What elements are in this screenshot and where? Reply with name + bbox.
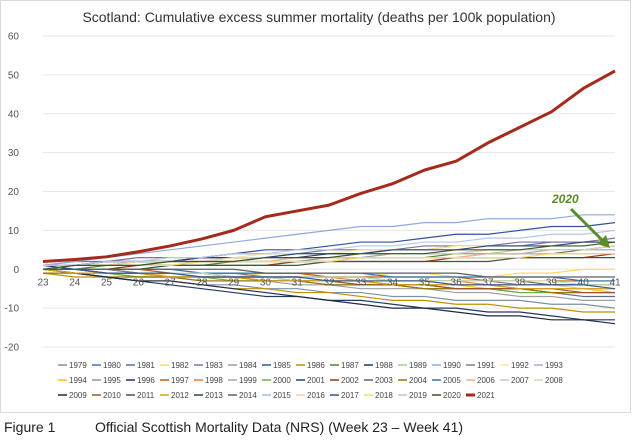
legend-label: 1981 bbox=[137, 361, 155, 370]
y-tick-label: 0 bbox=[13, 265, 19, 276]
y-tick-label: -20 bbox=[5, 343, 20, 354]
legend-label: 1998 bbox=[205, 376, 223, 385]
x-tick-label: 41 bbox=[609, 277, 621, 288]
legend-label: 1992 bbox=[511, 361, 529, 370]
annotation-2020: 2020 bbox=[551, 192, 610, 248]
legend-label: 2018 bbox=[375, 391, 393, 400]
legend-label: 2000 bbox=[273, 376, 291, 385]
x-tick-label: 38 bbox=[514, 277, 526, 288]
x-tick-label: 36 bbox=[451, 277, 463, 288]
legend-label: 1999 bbox=[239, 376, 257, 385]
legend-label: 1990 bbox=[443, 361, 461, 370]
x-axis-ticks: 23 24 25 26 27 28 29 30 31 32 33 34 35 36 37 38 39 40 41 bbox=[37, 277, 621, 288]
y-tick-label: 50 bbox=[8, 70, 20, 81]
legend-label: 1991 bbox=[477, 361, 495, 370]
legend-label: 1980 bbox=[103, 361, 121, 370]
x-tick-label: 35 bbox=[419, 277, 431, 288]
legend-label: 2016 bbox=[307, 391, 325, 400]
x-tick-label: 30 bbox=[260, 277, 272, 288]
x-tick-label: 28 bbox=[196, 277, 208, 288]
x-tick-label: 34 bbox=[387, 277, 399, 288]
figure-label: Figure 1 bbox=[4, 419, 56, 435]
legend-label: 1993 bbox=[545, 361, 563, 370]
legend-label: 2006 bbox=[477, 376, 495, 385]
legend-label: 2008 bbox=[545, 376, 563, 385]
series-line-1990 bbox=[42, 214, 615, 266]
legend-label: 1986 bbox=[307, 361, 325, 370]
legend-label: 1997 bbox=[171, 376, 189, 385]
y-tick-label: 10 bbox=[8, 226, 20, 237]
chart-frame: Scotland: Cumulative excess summer morta… bbox=[0, 0, 631, 413]
legend-label: 1996 bbox=[137, 376, 155, 385]
legend-label: 1985 bbox=[273, 361, 291, 370]
legend-label: 2015 bbox=[273, 391, 291, 400]
x-tick-label: 26 bbox=[133, 277, 145, 288]
legend-label: 2005 bbox=[443, 376, 461, 385]
x-tick-label: 40 bbox=[578, 277, 590, 288]
series-line-2021 bbox=[42, 69, 616, 263]
legend-label: 1995 bbox=[103, 376, 121, 385]
legend-label: 2004 bbox=[409, 376, 427, 385]
y-axis-ticks: -20 -10 0 10 20 30 40 50 60 bbox=[5, 32, 20, 354]
legend-label: 2017 bbox=[341, 391, 359, 400]
legend-label: 2003 bbox=[375, 376, 393, 385]
annotation-label: 2020 bbox=[551, 192, 579, 206]
legend-label: 1988 bbox=[375, 361, 393, 370]
x-tick-label: 33 bbox=[355, 277, 367, 288]
series-line-2009 bbox=[42, 268, 616, 325]
line-chart: Scotland: Cumulative excess summer morta… bbox=[5, 9, 621, 400]
legend: 1979 1980 1981 1982 1983 1984 1985 1986 1987 1988… bbox=[58, 361, 563, 400]
y-tick-label: 30 bbox=[8, 148, 20, 159]
legend-label: 2020 bbox=[443, 391, 461, 400]
legend-label: 2011 bbox=[137, 391, 155, 400]
legend-label: 1982 bbox=[171, 361, 189, 370]
x-tick-label: 23 bbox=[37, 277, 49, 288]
legend-label: 1987 bbox=[341, 361, 359, 370]
x-tick-label: 25 bbox=[101, 277, 113, 288]
x-tick-label: 29 bbox=[228, 277, 240, 288]
figure-caption: Official Scottish Mortality Data (NRS) (… bbox=[95, 419, 464, 435]
x-tick-label: 24 bbox=[69, 277, 81, 288]
legend-label: 2019 bbox=[409, 391, 427, 400]
annotation-arrow-head bbox=[597, 235, 610, 248]
y-tick-label: 60 bbox=[8, 32, 20, 43]
legend-label: 2010 bbox=[103, 391, 121, 400]
series-line-2019 bbox=[43, 229, 616, 266]
series-line-2017 bbox=[43, 268, 616, 290]
legend-label: 2013 bbox=[205, 391, 223, 400]
legend-label: 1989 bbox=[409, 361, 427, 370]
legend-label: 2014 bbox=[239, 391, 257, 400]
x-tick-label: 39 bbox=[546, 277, 558, 288]
legend-label: 2001 bbox=[307, 376, 325, 385]
y-tick-label: 40 bbox=[8, 109, 20, 120]
series-line-2014 bbox=[43, 268, 615, 278]
x-tick-label: 31 bbox=[292, 277, 304, 288]
y-tick-label: 20 bbox=[8, 187, 20, 198]
x-tick-label: 32 bbox=[323, 277, 335, 288]
y-tick-label: -10 bbox=[5, 304, 20, 315]
legend-label: 1984 bbox=[239, 361, 257, 370]
x-tick-label: 37 bbox=[482, 277, 494, 288]
legend-label: 2007 bbox=[511, 376, 529, 385]
series-line-2020 bbox=[42, 241, 616, 270]
legend-label: 2021 bbox=[477, 391, 495, 400]
legend-label: 2012 bbox=[171, 391, 189, 400]
series-lines bbox=[42, 69, 616, 325]
x-tick-label: 27 bbox=[165, 277, 177, 288]
legend-label: 1983 bbox=[205, 361, 223, 370]
annotation-arrow-line bbox=[569, 207, 605, 243]
legend-label: 2009 bbox=[69, 391, 87, 400]
legend-label: 2002 bbox=[341, 376, 359, 385]
chart-title: Scotland: Cumulative excess summer morta… bbox=[82, 9, 555, 25]
legend-label: 1979 bbox=[69, 361, 87, 370]
legend-label: 1994 bbox=[69, 376, 87, 385]
